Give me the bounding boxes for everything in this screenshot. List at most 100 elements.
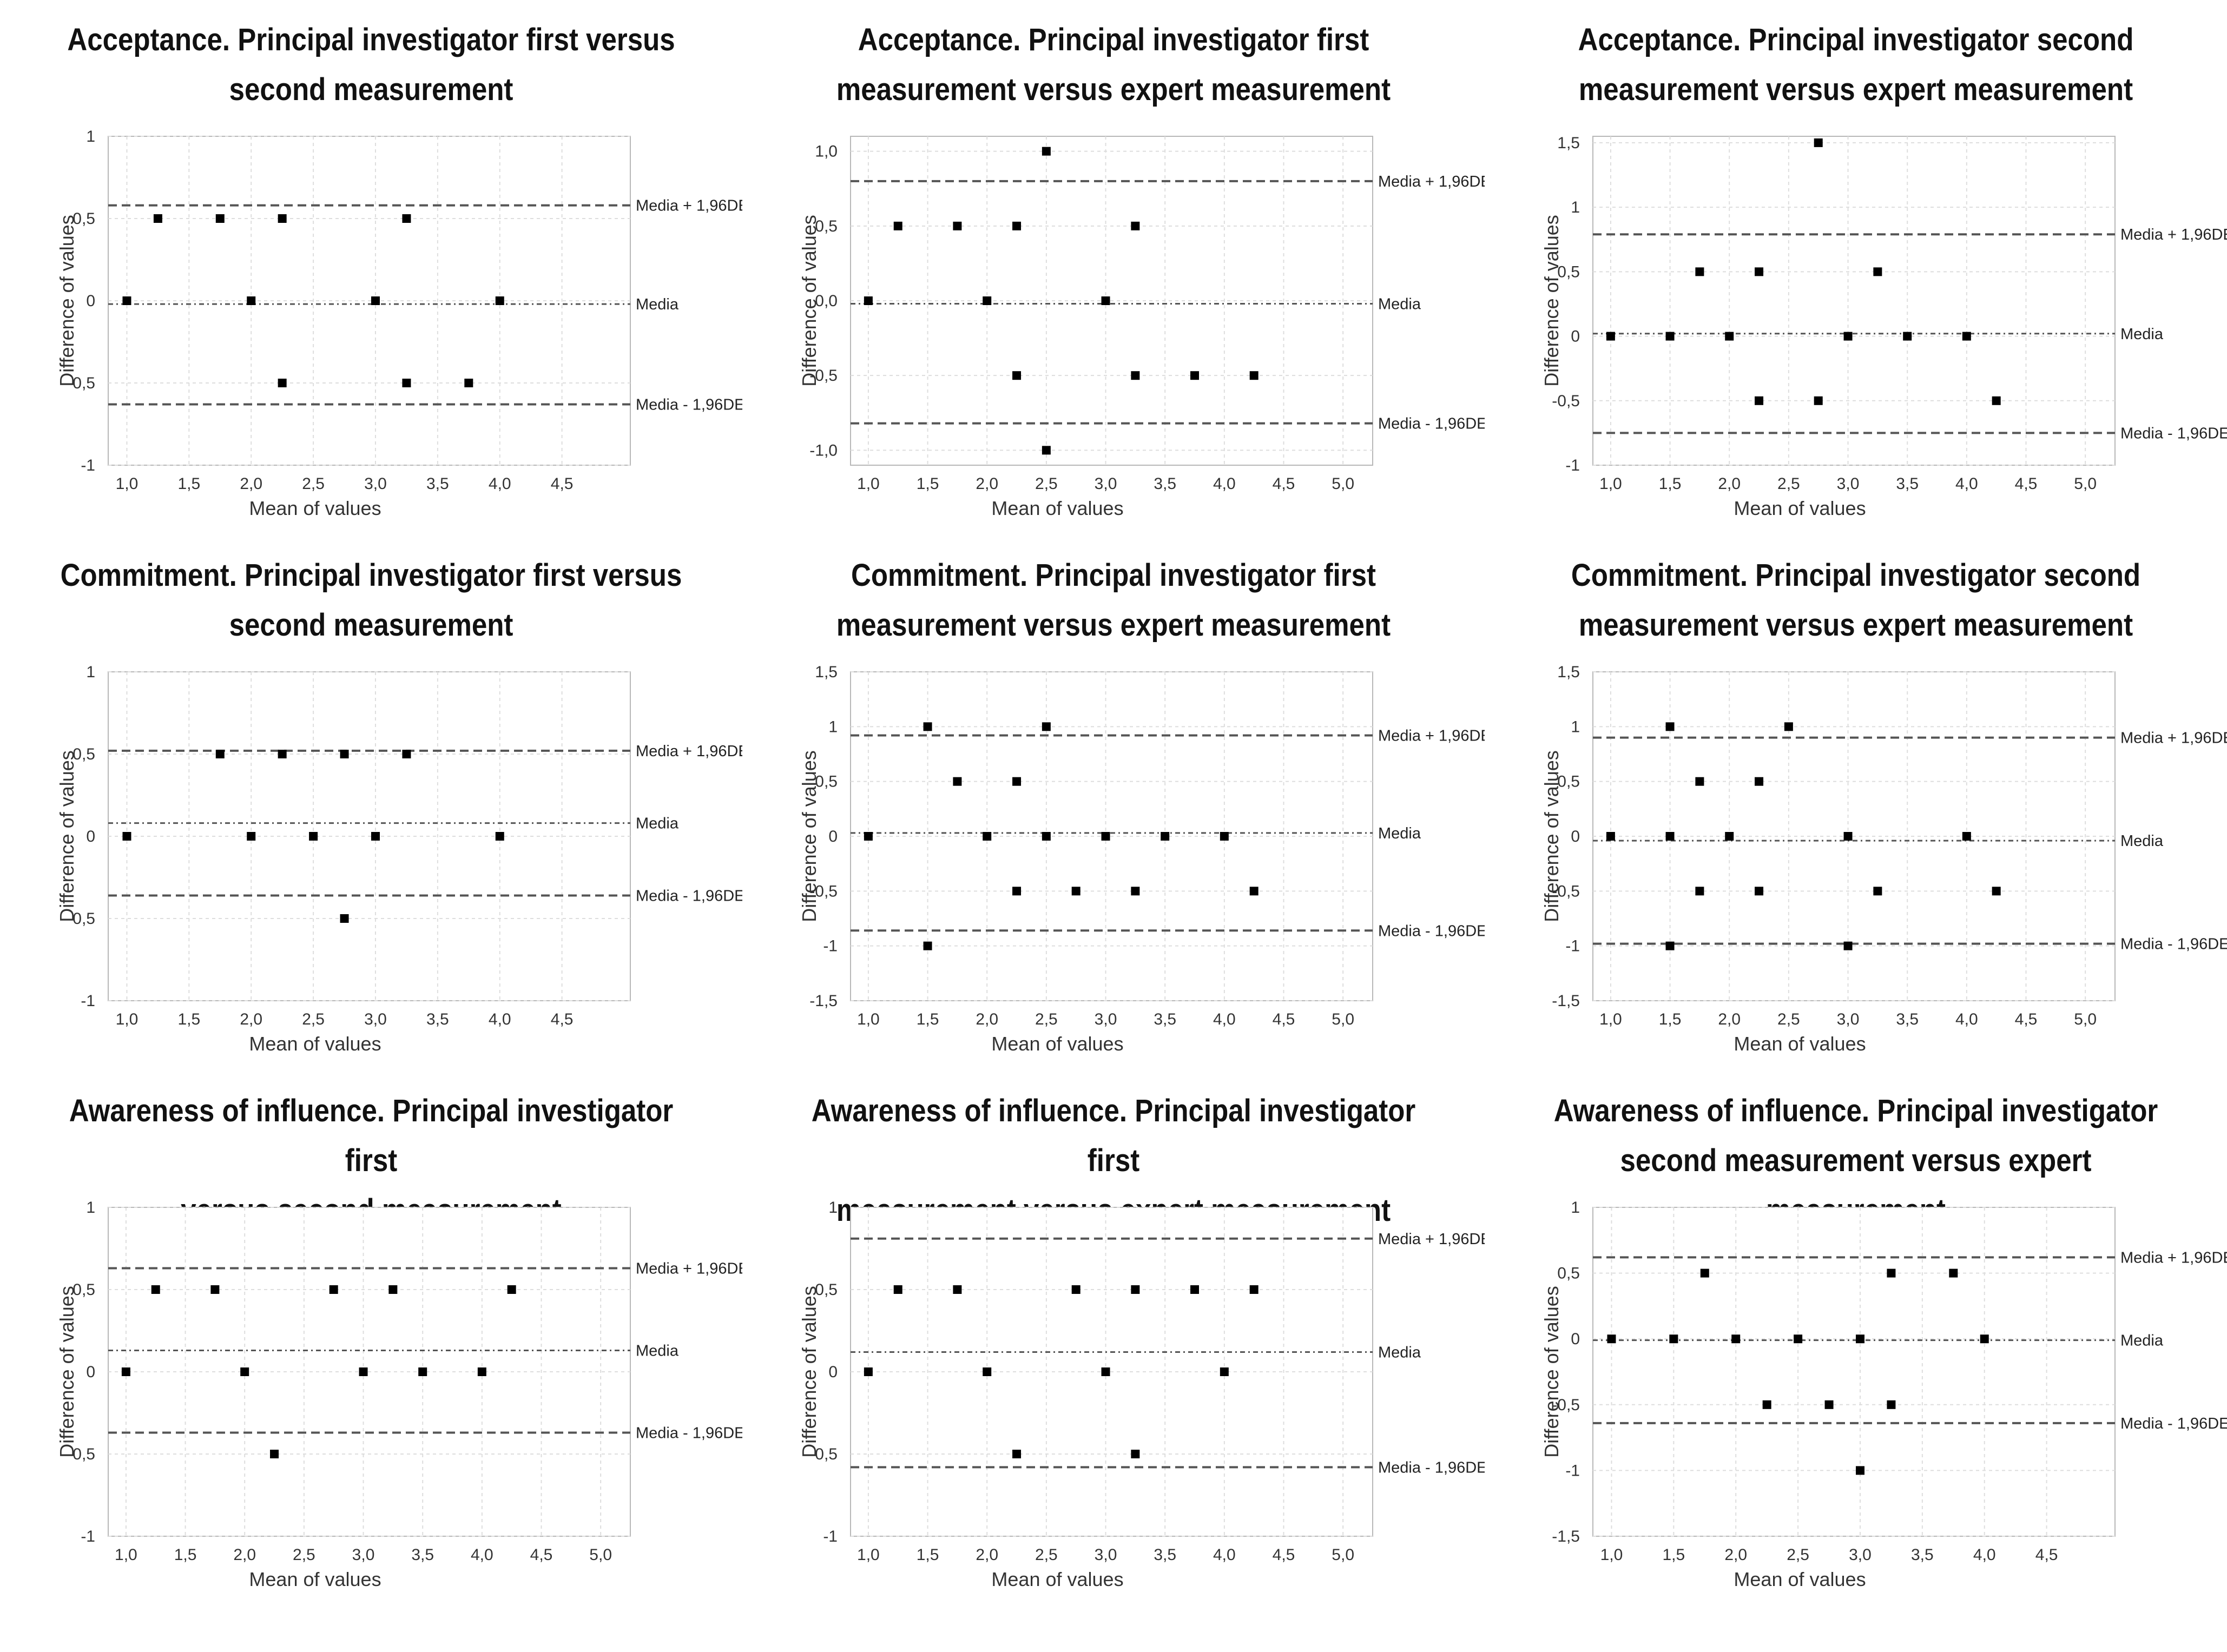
- x-axis-label: Mean of values: [1734, 1568, 1866, 1590]
- data-point: [1762, 1400, 1771, 1409]
- x-tick-label: 2,0: [240, 475, 262, 493]
- data-point: [340, 914, 349, 923]
- y-axis-label: Difference of values: [798, 215, 820, 387]
- x-tick-label: 4,0: [1213, 1010, 1236, 1028]
- y-tick-label: -1,5: [1552, 992, 1580, 1010]
- data-point: [1042, 147, 1051, 156]
- x-tick-label: 4,0: [489, 475, 511, 493]
- data-point: [402, 750, 411, 758]
- y-tick-label: -1: [823, 937, 838, 955]
- x-tick-label: 5,0: [589, 1546, 612, 1564]
- x-tick-label: 3,0: [1095, 475, 1117, 493]
- data-point: [1855, 1334, 1864, 1344]
- y-axis-label: Difference of values: [798, 1286, 820, 1458]
- data-point: [1131, 887, 1140, 896]
- y-tick-label: 0,5: [815, 773, 838, 791]
- y-tick-label: 1,5: [1557, 134, 1580, 152]
- y-tick-label: 0: [828, 1363, 838, 1381]
- data-point: [983, 832, 992, 841]
- data-point: [1695, 777, 1704, 786]
- data-point: [1784, 722, 1793, 731]
- data-point: [1220, 832, 1229, 841]
- x-axis-label: Mean of values: [1734, 1033, 1866, 1055]
- x-tick-label: 1,5: [917, 1546, 939, 1564]
- y-tick-label: 0,0: [815, 292, 838, 310]
- data-point: [309, 832, 318, 841]
- data-point: [240, 1367, 249, 1376]
- data-point: [402, 379, 411, 387]
- data-point: [983, 296, 992, 305]
- y-axis-label: Difference of values: [1540, 215, 1563, 387]
- data-point: [1755, 777, 1764, 786]
- y-axis-label: Difference of values: [798, 750, 820, 922]
- data-point: [864, 832, 873, 841]
- data-point: [1843, 941, 1853, 950]
- data-point: [495, 296, 504, 305]
- lower-limit-line-label: Media - 1,96DE: [2120, 936, 2227, 953]
- mean-line-label: Media: [2120, 1332, 2164, 1350]
- y-tick-label: -1,5: [809, 992, 838, 1010]
- data-point: [1992, 396, 2001, 405]
- data-point: [1131, 1285, 1140, 1294]
- data-point: [1042, 832, 1051, 841]
- x-tick-label: 4,5: [2015, 1010, 2038, 1028]
- y-tick-label: 1,5: [815, 663, 838, 681]
- y-tick-label: 1: [1571, 1199, 1580, 1217]
- x-tick-label: 1,0: [116, 475, 139, 493]
- y-tick-label: 1,5: [1557, 663, 1580, 681]
- data-point: [1190, 371, 1200, 380]
- y-tick-label: 0,5: [73, 745, 95, 763]
- y-tick-label: 0,5: [815, 1281, 838, 1299]
- data-point: [1855, 1466, 1864, 1475]
- x-tick-label: 1,5: [1659, 1010, 1682, 1028]
- data-point: [464, 379, 473, 387]
- bland-altman-plot: 1,0 1,5 2,0 2,5 3,0 3,5 4,0 4,5 5,0 -1,0 -0,5 0,0 0,…: [798, 136, 1485, 519]
- x-tick-label: 1,5: [177, 1010, 200, 1028]
- data-point: [1700, 1268, 1709, 1278]
- bland-altman-plot: 1,0 1,5 2,0 2,5 3,0 3,5 4,0 4,5 5,0 -1 -0,5 0 0,5 1 Me…: [798, 1199, 1485, 1590]
- lower-limit-line-label: Media - 1,96DE: [1378, 1459, 1485, 1476]
- data-point: [1012, 221, 1022, 230]
- data-point: [923, 941, 932, 950]
- data-point: [1012, 1450, 1022, 1458]
- x-tick-label: 2,0: [976, 1546, 998, 1564]
- data-point: [371, 832, 380, 841]
- bland-altman-plot: 1,0 1,5 2,0 2,5 3,0 3,5 4,0 4,5 -1,5 -1 -0,5 0 0,5 1 M…: [1540, 1199, 2227, 1590]
- data-point: [1992, 887, 2001, 896]
- x-tick-label: 3,5: [1154, 1010, 1176, 1028]
- x-tick-label: 1,0: [1599, 475, 1622, 493]
- x-tick-label: 1,5: [917, 475, 939, 493]
- mean-line-label: Media: [2120, 832, 2164, 850]
- lower-limit-line-label: Media - 1,96DE: [636, 887, 742, 904]
- x-tick-label: 5,0: [2074, 1010, 2097, 1028]
- chart-title: Acceptance. Principal investigator first…: [836, 22, 1391, 107]
- x-tick-label: 3,5: [1896, 475, 1919, 493]
- data-point: [1962, 832, 1971, 841]
- y-tick-label: -0,5: [67, 1445, 95, 1463]
- x-tick-label: 5,0: [1332, 1546, 1354, 1564]
- data-point: [1607, 1334, 1616, 1344]
- mean-line-label: Media: [2120, 326, 2164, 343]
- x-tick-label: 1,5: [917, 1010, 939, 1028]
- data-point: [1843, 832, 1853, 841]
- x-axis-label: Mean of values: [249, 497, 381, 519]
- x-tick-label: 3,0: [364, 1010, 387, 1028]
- bland-altman-panel-6: Commitment. Principal investigator secon…: [1485, 536, 2227, 1082]
- data-point: [1042, 722, 1051, 731]
- x-tick-label: 3,0: [1095, 1546, 1117, 1564]
- data-point: [953, 221, 962, 230]
- data-point: [1012, 371, 1022, 380]
- y-tick-label: -1: [81, 1528, 95, 1545]
- x-tick-label: 1,0: [1599, 1010, 1622, 1028]
- y-axis-label: Difference of values: [56, 750, 78, 922]
- bland-altman-panel-7: Awareness of influence. Principal invest…: [0, 1071, 742, 1617]
- data-point: [953, 777, 962, 786]
- x-tick-label: 4,5: [2035, 1546, 2058, 1564]
- y-tick-label: -1: [81, 992, 95, 1010]
- x-axis-label: Mean of values: [1734, 497, 1866, 519]
- y-tick-label: -0,5: [67, 910, 95, 928]
- bland-altman-plot: 1,0 1,5 2,0 2,5 3,0 3,5 4,0 4,5 5,0 -1,5 -1 -0,5 0 0,…: [1540, 663, 2227, 1055]
- y-tick-label: 0: [86, 1363, 95, 1381]
- y-tick-label: 1,0: [815, 143, 838, 161]
